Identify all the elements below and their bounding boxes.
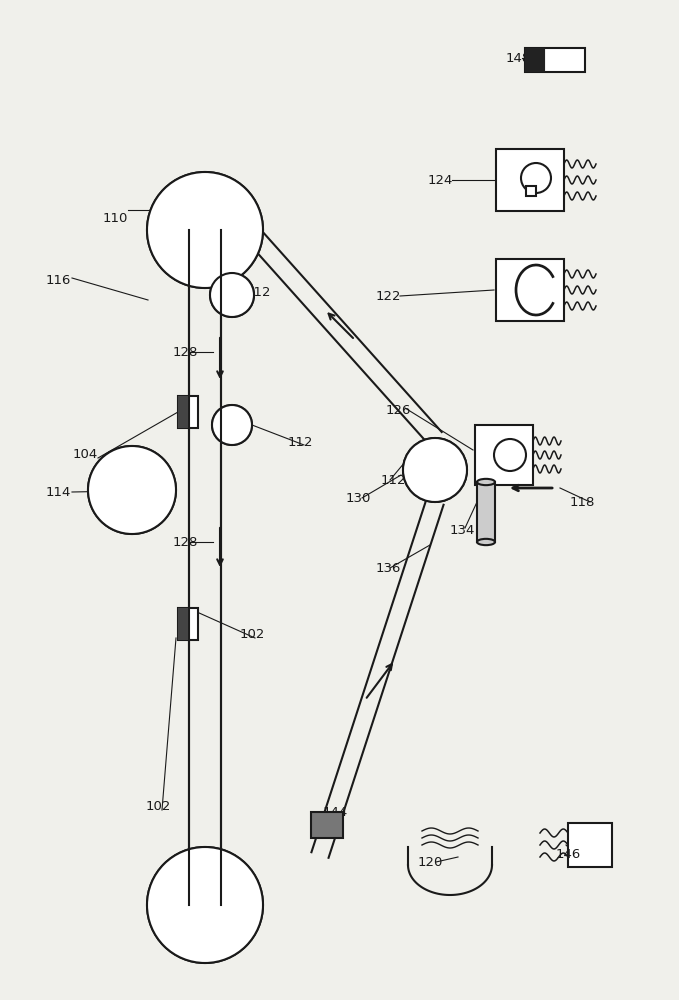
Circle shape <box>212 405 252 445</box>
Bar <box>525 48 545 72</box>
Text: 110: 110 <box>103 212 128 225</box>
Text: 126: 126 <box>385 403 411 416</box>
Circle shape <box>88 446 176 534</box>
Bar <box>525 48 585 72</box>
Text: 114: 114 <box>45 486 71 498</box>
Ellipse shape <box>477 539 495 545</box>
Bar <box>178 396 188 428</box>
Circle shape <box>147 172 263 288</box>
Text: 134: 134 <box>449 524 475 536</box>
Text: 130: 130 <box>346 491 371 504</box>
Text: 144: 144 <box>323 806 348 818</box>
Bar <box>568 823 612 867</box>
Text: 122: 122 <box>375 290 401 302</box>
Circle shape <box>147 847 263 963</box>
Circle shape <box>212 405 252 445</box>
Bar <box>311 812 343 838</box>
Text: 112: 112 <box>287 436 313 448</box>
Text: 102: 102 <box>239 629 265 642</box>
Circle shape <box>521 163 551 193</box>
Text: 104: 104 <box>73 448 98 462</box>
Text: 112: 112 <box>380 474 406 487</box>
Bar <box>526 186 536 196</box>
Circle shape <box>147 847 263 963</box>
Bar <box>475 425 533 485</box>
Circle shape <box>210 273 254 317</box>
Text: 146: 146 <box>555 848 581 861</box>
Text: 112: 112 <box>245 286 271 298</box>
Ellipse shape <box>477 479 495 485</box>
Text: 120: 120 <box>418 856 443 868</box>
Bar <box>178 396 198 428</box>
Text: 118: 118 <box>569 495 595 508</box>
Bar <box>477 482 495 542</box>
Text: 128: 128 <box>172 346 198 359</box>
Text: 148: 148 <box>505 51 530 64</box>
Text: 116: 116 <box>45 273 71 286</box>
Bar <box>496 259 564 321</box>
Circle shape <box>494 439 526 471</box>
Text: 102: 102 <box>145 800 170 814</box>
Circle shape <box>403 438 467 502</box>
Circle shape <box>88 446 176 534</box>
Circle shape <box>210 273 254 317</box>
Bar <box>496 149 564 211</box>
Text: 128: 128 <box>172 536 198 548</box>
Bar <box>178 608 198 640</box>
Circle shape <box>403 438 467 502</box>
Text: 136: 136 <box>375 562 401 574</box>
Circle shape <box>147 172 263 288</box>
Text: 124: 124 <box>427 174 453 186</box>
Bar <box>178 608 188 640</box>
